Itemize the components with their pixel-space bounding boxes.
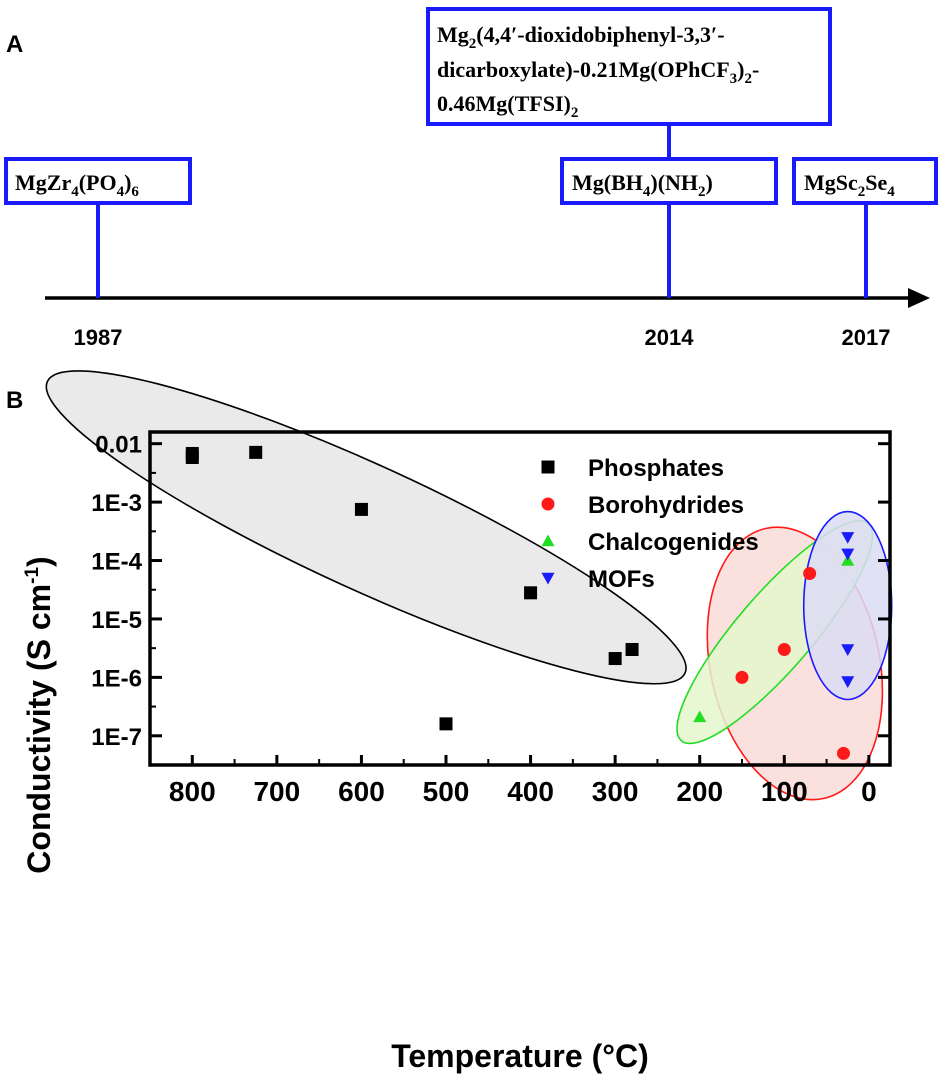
legend-marker-mofs	[541, 572, 555, 585]
label-mof-line-1: Mg2(4,4′-dioxidobiphenyl-3,3′-	[437, 22, 725, 52]
panel-b: B 800 700 600 500 400 300 200 100 0 0.01 1E-3 1E-4…	[6, 370, 893, 1074]
formula-subscript: 2	[745, 71, 753, 87]
point-phosphates-5	[608, 652, 622, 666]
formula-text: 0.46Mg(TFSI)	[437, 91, 571, 116]
formula-subscript: 4	[117, 184, 125, 200]
panel-b-label: B	[6, 387, 23, 414]
y-axis-label-sup: -1	[22, 567, 43, 584]
formula-subscript: 4	[71, 184, 79, 200]
point-mofs-3	[841, 676, 855, 688]
x-tick-label: 400	[507, 776, 554, 807]
box-mgsc2se4	[792, 157, 938, 205]
y-axis-label-close: )	[21, 556, 57, 567]
x-tick-label: 500	[423, 776, 470, 807]
formula-text: (4,4′-dioxidobiphenyl-3,3′-	[476, 22, 724, 47]
y-tick-label: 1E-7	[91, 724, 142, 751]
x-tick-label: 800	[169, 776, 216, 807]
formula-text: dicarboxylate)-0.21Mg(OPhCF	[437, 57, 730, 82]
panel-a-label: A	[6, 31, 23, 58]
formula-text: Se	[865, 170, 887, 195]
legend-marker-borohydrides	[541, 497, 555, 511]
point-borohydrides-3	[836, 746, 850, 760]
legend: Phosphates Borohydrides Chalcogenides MOFs	[541, 455, 759, 593]
plot-frame	[148, 430, 892, 767]
legend-label-borohydrides: Borohydrides	[588, 492, 744, 519]
y-tick-label: 1E-3	[91, 490, 142, 517]
label-mgzr4po46: MgZr4(PO4)6	[15, 170, 139, 200]
x-tick-label: 700	[253, 776, 300, 807]
formula-subscript: 2	[571, 105, 579, 121]
box-mgbh4nh2	[560, 157, 778, 205]
formula-subscript: 2	[698, 184, 706, 200]
formula-text: )(NH	[650, 170, 698, 195]
legend-label-chalcogenides: Chalcogenides	[588, 529, 759, 556]
formula-text: Mg	[437, 22, 469, 47]
x-tick-label: 300	[592, 776, 639, 807]
label-mgbh4nh2: Mg(BH4)(NH2)	[572, 170, 713, 200]
box-mof-electrolyte	[426, 7, 832, 126]
formula-text: -	[752, 57, 759, 82]
formula-text: )	[737, 57, 744, 82]
y-tick-label: 0.01	[95, 432, 142, 459]
point-phosphates-4	[524, 586, 538, 600]
x-axis-label: Temperature (°C)	[391, 1038, 649, 1074]
point-mofs-2	[841, 644, 855, 656]
formula-subscript: 4	[887, 184, 895, 200]
x-axis-ticks: 800 700 600 500 400 300 200 100 0	[169, 755, 877, 807]
x-tick-label: 200	[676, 776, 723, 807]
y-axis-ticks: 0.01 1E-3 1E-4 1E-5 1E-6 1E-7	[91, 432, 890, 766]
point-mofs-0	[841, 532, 855, 544]
formula-text: )	[124, 170, 131, 195]
point-mofs-1	[841, 548, 855, 561]
group-ellipses	[45, 370, 893, 801]
label-mof-line-2: dicarboxylate)-0.21Mg(OPhCF3)2-	[437, 57, 759, 87]
year-label-2017: 2017	[842, 325, 891, 350]
y-axis-label-main: Conductivity (S cm	[21, 584, 57, 874]
point-borohydrides-2	[735, 670, 749, 684]
legend-label-phosphates: Phosphates	[588, 455, 724, 482]
y-tick-label: 1E-4	[91, 549, 142, 576]
y-tick-label: 1E-5	[91, 607, 142, 634]
point-phosphates-1	[185, 451, 199, 465]
formula-text: )	[706, 170, 713, 195]
formula-subscript: 2	[469, 36, 477, 52]
panel-a: A MgZr4(PO4)6 Mg(BH4)(NH2) MgSc2Se4 Mg2(…	[4, 7, 938, 350]
x-tick-label: 600	[338, 776, 385, 807]
box-mgzr4po46	[4, 157, 192, 205]
y-axis-label: Conductivity (S cm-1)	[21, 556, 57, 873]
formula-subscript: 3	[730, 71, 738, 87]
label-mgsc2se4: MgSc2Se4	[804, 170, 895, 200]
formula-subscript: 2	[858, 184, 866, 200]
legend-marker-phosphates	[541, 460, 555, 474]
formula-text: Mg(BH	[572, 170, 643, 195]
point-phosphates-3	[354, 502, 368, 516]
year-label-1987: 1987	[74, 325, 123, 350]
point-phosphates-6	[625, 642, 639, 656]
formula-text: (PO	[79, 170, 117, 195]
point-borohydrides-1	[777, 642, 791, 656]
formula-text: MgZr	[15, 170, 71, 195]
x-tick-label: 100	[761, 776, 808, 807]
point-phosphates-7	[439, 717, 453, 731]
point-chalcogenides-1	[693, 710, 707, 723]
formula-subscript: 4	[643, 184, 651, 200]
ellipse-phosphates	[45, 370, 687, 685]
formula-text: MgSc	[804, 170, 858, 195]
label-mof-line-3: 0.46Mg(TFSI)2	[437, 91, 578, 121]
year-label-2014: 2014	[645, 325, 695, 350]
point-borohydrides-0	[803, 566, 817, 580]
legend-marker-chalcogenides	[541, 534, 555, 547]
x-tick-label: 0	[861, 776, 877, 807]
legend-label-mofs: MOFs	[588, 566, 655, 593]
y-tick-label: 1E-6	[91, 665, 142, 692]
timeline-arrow-icon	[908, 288, 930, 308]
data-markers	[185, 445, 855, 760]
formula-subscript: 6	[131, 184, 139, 200]
point-phosphates-2	[249, 445, 263, 459]
